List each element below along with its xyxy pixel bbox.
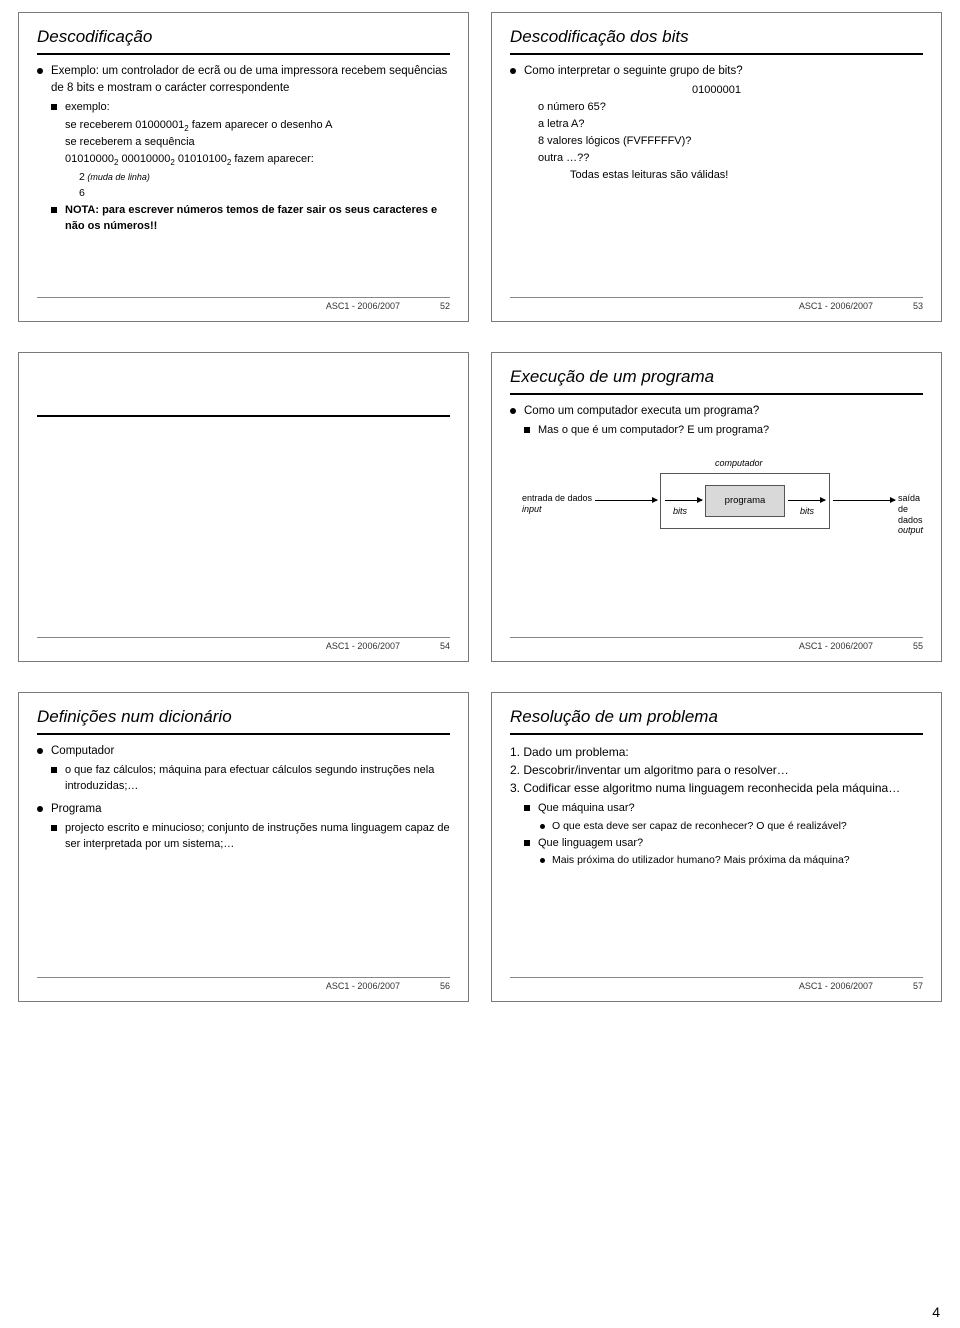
divider <box>37 415 450 417</box>
slide-55: Execução de um programa Como um computad… <box>491 352 942 662</box>
slide-content: Como um computador executa um programa? … <box>510 403 923 545</box>
code: 01000001 <box>510 83 923 99</box>
text-line: 6 <box>37 186 450 201</box>
bullet: Exemplo: um controlador de ecrã ou de um… <box>37 63 450 96</box>
slide-footer: ASC1 - 2006/2007 54 <box>37 637 450 651</box>
text: 01010100 <box>175 153 227 165</box>
page-number: 4 <box>932 1304 940 1320</box>
footer-course: ASC1 - 2006/2007 <box>799 301 873 311</box>
text: 00010000 <box>118 153 170 165</box>
slide-footer: ASC1 - 2006/2007 52 <box>37 297 450 311</box>
text-line: 010100002 000100002 010101002 fazem apar… <box>37 152 450 169</box>
text: fazem aparecer: <box>231 153 314 165</box>
bullet: projecto escrito e minucioso; conjunto d… <box>37 821 450 853</box>
text: se receberem 01000001 <box>65 119 184 131</box>
bullet: Como um computador executa um programa? <box>510 403 923 420</box>
flow-diagram: computador programa entrada de dados inp… <box>510 457 923 545</box>
bullet: Programa <box>37 801 450 818</box>
text-line: se receberem 010000012 fazem aparecer o … <box>37 118 450 135</box>
diagram-comp-label: computador <box>715 457 763 470</box>
bullet: o que faz cálculos; máquina para efectua… <box>37 763 450 795</box>
footer-num: 57 <box>913 981 923 991</box>
footer-course: ASC1 - 2006/2007 <box>799 641 873 651</box>
bullet: Mais próxima do utilizador humano? Mais … <box>510 853 923 868</box>
text: fazem aparecer o desenho A <box>189 119 333 131</box>
slide-title: Definições num dicionário <box>37 707 450 735</box>
bullet: Computador <box>37 743 450 760</box>
slide-title: Descodificação <box>37 27 450 55</box>
slide-content: Computador o que faz cálculos; máquina p… <box>37 743 450 852</box>
text-line: 2 (muda de linha) <box>37 170 450 185</box>
text: (muda de linha) <box>85 172 150 182</box>
slide-54: ASC1 - 2006/2007 54 <box>18 352 469 662</box>
bullet: Que linguagem usar? <box>510 836 923 852</box>
text: input <box>522 504 542 514</box>
text-line: o número 65? <box>510 100 923 116</box>
text: output <box>898 525 923 535</box>
slide-title: Execução de um programa <box>510 367 923 395</box>
slide-footer: ASC1 - 2006/2007 56 <box>37 977 450 991</box>
slide-53: Descodificação dos bits Como interpretar… <box>491 12 942 322</box>
footer-num: 54 <box>440 641 450 651</box>
bullet: O que esta deve ser capaz de reconhecer?… <box>510 819 923 834</box>
slide-52: Descodificação Exemplo: um controlador d… <box>18 12 469 322</box>
text-line: outra …?? <box>510 151 923 167</box>
slide-footer: ASC1 - 2006/2007 53 <box>510 297 923 311</box>
footer-course: ASC1 - 2006/2007 <box>326 301 400 311</box>
footer-num: 52 <box>440 301 450 311</box>
footer-course: ASC1 - 2006/2007 <box>326 981 400 991</box>
diagram-output-label: saída de dados output <box>898 493 923 536</box>
footer-num: 56 <box>440 981 450 991</box>
diagram-input-label: entrada de dados input <box>522 493 592 515</box>
text-line: Todas estas leituras são válidas! <box>510 168 923 184</box>
bullet: Que máquina usar? <box>510 801 923 817</box>
slide-footer: ASC1 - 2006/2007 55 <box>510 637 923 651</box>
slide-57: Resolução de um problema 1. Dado um prob… <box>491 692 942 1002</box>
text: saída de dados <box>898 493 923 525</box>
diagram-bits-label: bits <box>800 505 814 518</box>
footer-num: 55 <box>913 641 923 651</box>
slide-content: 1. Dado um problema: 2. Descobrir/invent… <box>510 743 923 868</box>
numbered-item: 3. Codificar esse algoritmo numa linguag… <box>510 779 923 797</box>
bullet: Mas o que é um computador? E um programa… <box>510 423 923 439</box>
bullet: NOTA: para escrever números temos de faz… <box>37 203 450 235</box>
arrow-icon <box>665 500 702 501</box>
slide-footer: ASC1 - 2006/2007 57 <box>510 977 923 991</box>
slide-grid: Descodificação Exemplo: um controlador d… <box>18 12 942 1002</box>
footer-num: 53 <box>913 301 923 311</box>
slide-content: Como interpretar o seguinte grupo de bit… <box>510 63 923 183</box>
bullet: exemplo: <box>37 100 450 116</box>
slide-title: Descodificação dos bits <box>510 27 923 55</box>
slide-content: Exemplo: um controlador de ecrã ou de um… <box>37 63 450 234</box>
text: entrada de dados <box>522 493 592 503</box>
arrow-icon <box>595 500 657 501</box>
arrow-icon <box>833 500 895 501</box>
footer-course: ASC1 - 2006/2007 <box>326 641 400 651</box>
text-line: se receberem a sequência <box>37 135 450 151</box>
slide-title: Resolução de um problema <box>510 707 923 735</box>
diagram-bits-label: bits <box>673 505 687 518</box>
slide-56: Definições num dicionário Computador o q… <box>18 692 469 1002</box>
bullet: Como interpretar o seguinte grupo de bit… <box>510 63 923 80</box>
arrow-icon <box>788 500 825 501</box>
numbered-item: 2. Descobrir/inventar um algoritmo para … <box>510 761 923 779</box>
text: 01010000 <box>65 153 114 165</box>
diagram-program-box: programa <box>705 485 785 517</box>
numbered-item: 1. Dado um problema: <box>510 743 923 761</box>
text-line: 8 valores lógicos (FVFFFFFV)? <box>510 134 923 150</box>
text-line: a letra A? <box>510 117 923 133</box>
footer-course: ASC1 - 2006/2007 <box>799 981 873 991</box>
